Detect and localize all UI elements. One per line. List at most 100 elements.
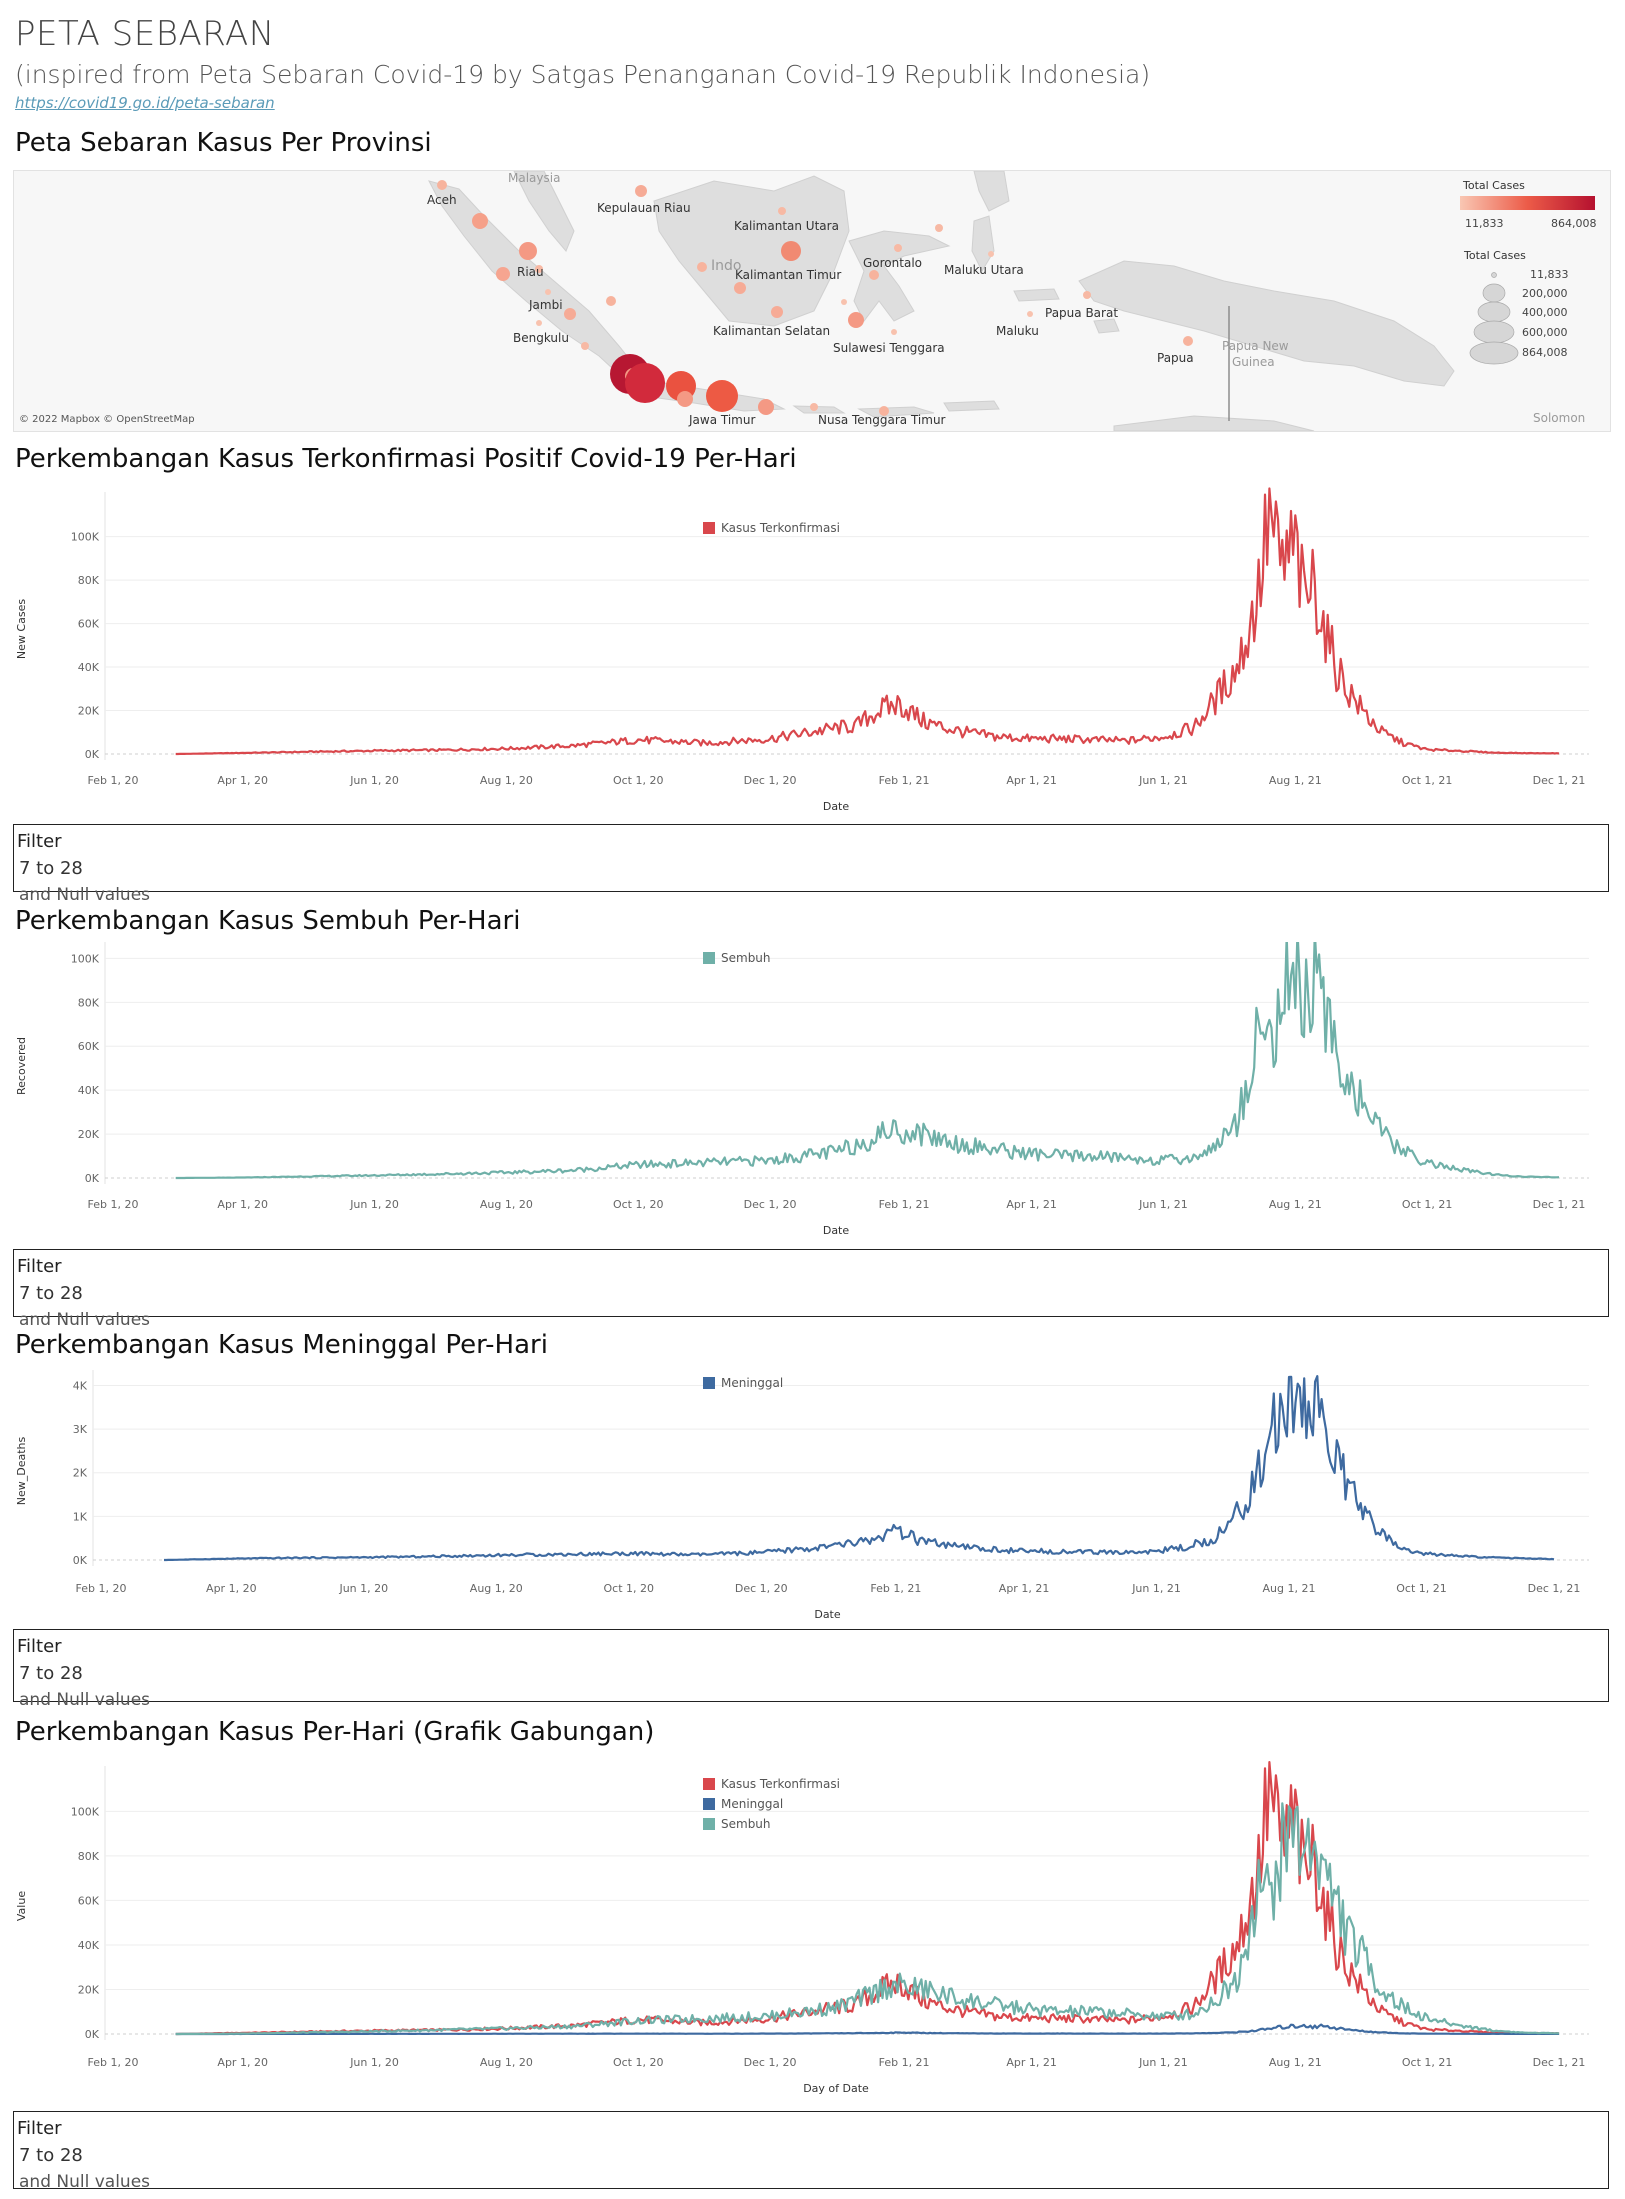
province-bubble[interactable] bbox=[988, 251, 994, 257]
province-bubble[interactable] bbox=[810, 403, 818, 411]
y-tick-label: 1K bbox=[73, 1510, 88, 1523]
province-bubble[interactable] bbox=[472, 213, 488, 229]
province-bubble[interactable] bbox=[697, 262, 707, 272]
filter-range[interactable]: 7 to 28 bbox=[19, 1283, 83, 1304]
filter-title: Filter bbox=[17, 1256, 62, 1277]
series-line bbox=[164, 1375, 1555, 1562]
x-tick-label: Aug 1, 20 bbox=[480, 774, 533, 787]
legend-swatch bbox=[703, 1798, 715, 1810]
province-bubble[interactable] bbox=[879, 406, 889, 416]
x-tick-label: Feb 1, 20 bbox=[88, 774, 139, 787]
map-credit: © 2022 Mapbox © OpenStreetMap bbox=[19, 414, 195, 425]
map-label-papbar: Papua Barat bbox=[1045, 306, 1119, 320]
legend-swatch bbox=[703, 1778, 715, 1790]
province-bubble[interactable] bbox=[848, 312, 864, 328]
province-bubble[interactable] bbox=[625, 363, 665, 403]
chart-cases[interactable]: 0K 20K 40K 60K 80K 100K Feb 1, 20 Apr 1, 20 Jun … bbox=[13, 480, 1609, 810]
y-tick-label: 100K bbox=[71, 952, 100, 965]
x-tick-label: Jun 1, 21 bbox=[1138, 774, 1188, 787]
y-tick-label: 80K bbox=[78, 996, 100, 1009]
filter-range[interactable]: 7 to 28 bbox=[19, 2145, 83, 2166]
province-bubble[interactable] bbox=[545, 289, 551, 295]
province-bubble[interactable] bbox=[519, 242, 537, 260]
source-link[interactable]: https://covid19.go.id/peta-sebaran bbox=[15, 94, 275, 112]
province-bubble[interactable] bbox=[869, 270, 879, 280]
chart-deaths-title: Perkembangan Kasus Meninggal Per-Hari bbox=[15, 1330, 548, 1360]
color-legend-max: 864,008 bbox=[1551, 217, 1597, 230]
province-bubble[interactable] bbox=[564, 308, 576, 320]
province-bubble[interactable] bbox=[706, 380, 738, 412]
x-tick-label: Feb 1, 20 bbox=[88, 1198, 139, 1211]
x-tick-label: Oct 1, 20 bbox=[613, 2056, 664, 2069]
province-bubble[interactable] bbox=[635, 185, 647, 197]
province-bubble[interactable] bbox=[535, 265, 543, 273]
map-label-malut: Maluku Utara bbox=[944, 263, 1024, 277]
y-tick-label: 40K bbox=[78, 661, 100, 674]
size-legend bbox=[1469, 272, 1519, 365]
y-axis-label: Recovered bbox=[15, 1037, 28, 1095]
province-bubble[interactable] bbox=[496, 267, 510, 281]
x-tick-label: Jun 1, 20 bbox=[349, 774, 399, 787]
map-label-gorontalo: Gorontalo bbox=[863, 256, 922, 270]
x-tick-label: Oct 1, 21 bbox=[1402, 774, 1453, 787]
map-label-riau: Riau bbox=[517, 265, 544, 279]
y-tick-label: 60K bbox=[78, 618, 100, 631]
series-line bbox=[175, 942, 1560, 1180]
province-bubble[interactable] bbox=[1183, 336, 1193, 346]
legend-label: Sembuh bbox=[721, 951, 771, 965]
province-bubble[interactable] bbox=[734, 282, 746, 294]
province-bubble[interactable] bbox=[778, 207, 786, 215]
x-tick-label: Jun 1, 21 bbox=[1138, 2056, 1188, 2069]
map-label-ntt: Nusa Tenggara Timur bbox=[818, 413, 946, 427]
province-bubble[interactable] bbox=[437, 180, 447, 190]
x-tick-label: Aug 1, 20 bbox=[470, 1582, 523, 1595]
x-axis-label: Date bbox=[814, 1608, 841, 1620]
y-tick-label: 60K bbox=[78, 1894, 100, 1907]
province-bubble[interactable] bbox=[1027, 311, 1033, 317]
province-bubble[interactable] bbox=[581, 342, 589, 350]
x-tick-label: Aug 1, 21 bbox=[1269, 1198, 1322, 1211]
filter-title: Filter bbox=[17, 1636, 62, 1657]
x-tick-label: Aug 1, 21 bbox=[1269, 2056, 1322, 2069]
province-bubble[interactable] bbox=[606, 296, 616, 306]
filter-panel-deaths[interactable]: Filter 7 to 28 and Null values bbox=[13, 1629, 1609, 1710]
map-label-png-1: Papua New bbox=[1222, 339, 1289, 353]
province-bubble[interactable] bbox=[771, 306, 783, 318]
province-bubble[interactable] bbox=[841, 299, 847, 305]
chart-deaths[interactable]: 0K 1K 2K 3K 4K Feb 1, 20 Apr 1, 20 Jun 1, 20 Aug… bbox=[13, 1366, 1609, 1620]
legend-swatch bbox=[703, 952, 715, 964]
province-bubble[interactable] bbox=[894, 244, 902, 252]
x-tick-label: Feb 1, 20 bbox=[76, 1582, 127, 1595]
province-map[interactable]: Malaysia Aceh Kepulauan Riau Kalimantan … bbox=[13, 170, 1611, 432]
filter-panel-recovered[interactable]: Filter 7 to 28 and Null values bbox=[13, 1249, 1609, 1330]
legend-label: Meninggal bbox=[721, 1797, 783, 1811]
map-label-kaltara: Kalimantan Utara bbox=[734, 219, 839, 233]
province-bubble[interactable] bbox=[1083, 291, 1091, 299]
x-tick-label: Oct 1, 21 bbox=[1396, 1582, 1447, 1595]
y-tick-label: 3K bbox=[73, 1423, 88, 1436]
filter-range[interactable]: 7 to 28 bbox=[19, 858, 83, 879]
x-tick-label: Feb 1, 20 bbox=[88, 2056, 139, 2069]
x-tick-label: Aug 1, 21 bbox=[1263, 1582, 1316, 1595]
province-bubble[interactable] bbox=[935, 224, 943, 232]
province-bubbles[interactable] bbox=[437, 180, 1193, 416]
province-bubble[interactable] bbox=[758, 399, 774, 415]
chart-recovered[interactable]: 0K 20K 40K 60K 80K 100K Feb 1, 20 Apr 1, 20 Jun … bbox=[13, 942, 1609, 1238]
legend-swatch bbox=[703, 1818, 715, 1830]
filter-title: Filter bbox=[17, 831, 62, 852]
chart-cases-title: Perkembangan Kasus Terkonfirmasi Positif… bbox=[15, 444, 797, 474]
filter-panel-combined[interactable]: Filter 7 to 28 and Null values bbox=[13, 2111, 1609, 2192]
filter-range[interactable]: 7 to 28 bbox=[19, 1663, 83, 1684]
x-tick-label: Jun 1, 20 bbox=[349, 1198, 399, 1211]
filter-null-values: and Null values bbox=[19, 885, 151, 905]
province-bubble[interactable] bbox=[781, 241, 801, 261]
y-tick-label: 0K bbox=[85, 1172, 100, 1185]
map-label-jatim: Jawa Timur bbox=[689, 413, 756, 427]
filter-panel-cases[interactable]: Filter 7 to 28 and Null values bbox=[13, 824, 1609, 905]
province-bubble[interactable] bbox=[677, 391, 693, 407]
chart-combined[interactable]: 0K 20K 40K 60K 80K 100K Feb 1, 20 Apr 1, 20 Jun … bbox=[13, 1758, 1609, 2098]
province-bubble[interactable] bbox=[536, 320, 542, 326]
province-bubble[interactable] bbox=[891, 329, 897, 335]
x-tick-label: Jun 1, 20 bbox=[349, 2056, 399, 2069]
x-tick-label: Aug 1, 20 bbox=[480, 1198, 533, 1211]
